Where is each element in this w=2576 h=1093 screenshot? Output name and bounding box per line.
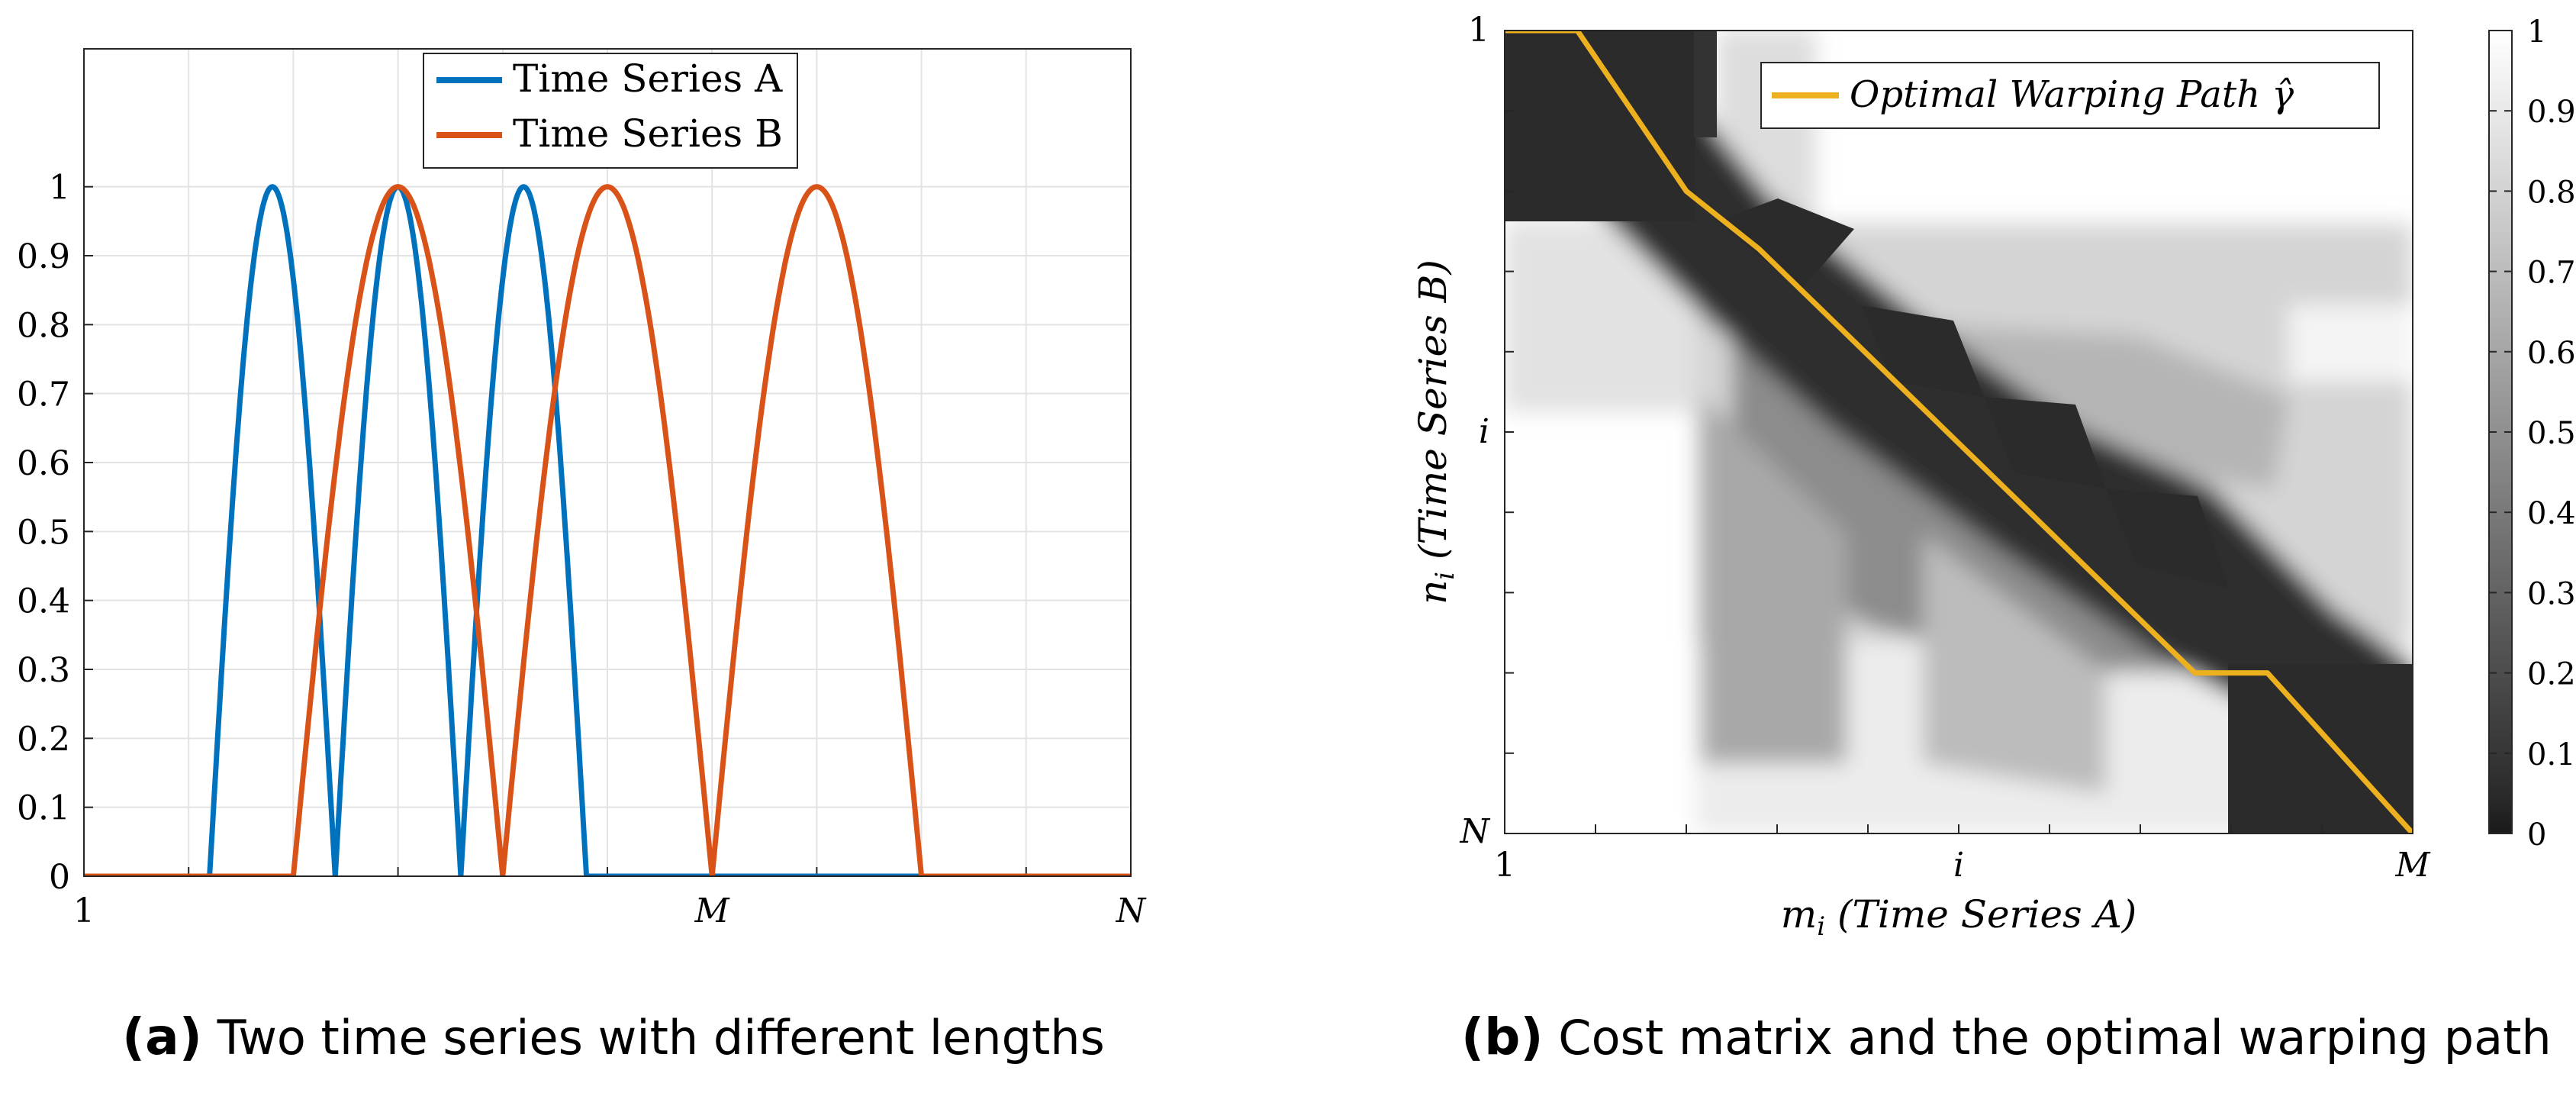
x-tick-label-b-i: i [1953,846,1964,885]
caption-a: (a) Two time series with different lengt… [122,1008,1105,1066]
colorbar-tick-label: 0.9 [2527,95,2576,130]
series-group-a [84,184,1131,876]
legend-box-b [1760,62,2380,129]
colorbar-tick-label: 0.6 [2527,336,2576,371]
caption-b: (b) Cost matrix and the optimal warping … [1461,1008,2552,1066]
colorbar-tick-label: 0.4 [2527,496,2576,531]
series-line-b [84,184,1131,876]
caption-b-label: (b) [1461,1008,1544,1066]
legend-b: Optimal Warping Path γ̂ [1760,62,2380,129]
y-tick-label-a: 0.8 [17,306,70,345]
y-tick-label-a: 0 [49,858,70,897]
y-tick-label-b-n: N [1460,812,1491,851]
colorbar-tick-label: 0.2 [2527,657,2576,692]
caption-a-label: (a) [122,1008,202,1066]
cost-matrix-heatmap [1505,31,2413,833]
y-tick-label-b-i: i [1479,412,1489,451]
colorbar-tick-label: 1 [2527,15,2546,50]
colorbar-tick-label: 0.3 [2527,576,2576,611]
y-tick-label-a: 0.5 [17,513,70,552]
x-tick-label-b-m: M [2394,846,2430,885]
axes-box-a [83,48,1132,877]
tick-marks-b [1504,30,2413,834]
legend-label-series-a: Time Series A [513,56,783,101]
y-axis-label-b: ni (Time Series B) [1411,260,1460,605]
x-tick-labels-a: 1 M N [73,891,1147,930]
warping-path-line [1505,31,2413,833]
legend-label-series-b: Time Series B [513,111,783,156]
x-tick-label-a: M [694,891,730,930]
colorbar-tick-label: 0.7 [2527,256,2576,291]
y-tick-labels-a: 0 0.1 0.2 0.3 0.4 0.5 0.6 0.7 0.8 0.9 1 [17,169,70,897]
y-tick-label-a: 0.9 [17,237,70,276]
y-tick-label-a: 0.6 [17,444,70,483]
colorbar-tick-label: 0.5 [2527,416,2576,451]
colorbar-tick-label: 0.1 [2527,737,2576,772]
colorbar-tick-label: 0.8 [2527,175,2576,210]
y-tick-label-b-1: 1 [1468,11,1489,50]
y-tick-label-a: 0.3 [17,651,70,690]
y-tick-label-a: 0.7 [17,376,70,414]
caption-b-text: Cost matrix and the optimal warping path [1558,1010,2552,1066]
y-tick-label-a: 1 [49,169,70,208]
colorbar-tick-label: 0 [2527,817,2546,853]
x-tick-label-b-1: 1 [1494,846,1515,885]
y-tick-label-a: 0.4 [17,582,70,621]
x-tick-label-a: N [1116,891,1147,930]
x-axis-label-b: mi (Time Series A) [1781,892,2136,942]
cost-matrix-chart: 1 i M 1 i N mi (Time Series A) ni (Time … [1411,11,2576,942]
legend-label-warping-path: Optimal Warping Path γ̂ [1850,73,2294,116]
time-series-chart: 0 0.1 0.2 0.3 0.4 0.5 0.6 0.7 0.8 0.9 1 1 M N Time S… [17,48,1147,930]
colorbar: 0 0.1 0.2 0.3 0.4 0.5 0.6 0.7 0.8 0.9 1 [2488,15,2576,853]
y-tick-label-a: 0.2 [17,720,70,759]
colorbar-ticks: 0 0.1 0.2 0.3 0.4 0.5 0.6 0.7 0.8 0.9 1 [2489,15,2576,853]
legend-a: Time Series A Time Series B [423,53,798,169]
caption-a-text: Two time series with different lengths [217,1010,1105,1066]
y-tick-label-a: 0.1 [17,789,70,828]
x-tick-label-a: 1 [73,891,95,930]
legend-box-a [423,53,798,169]
